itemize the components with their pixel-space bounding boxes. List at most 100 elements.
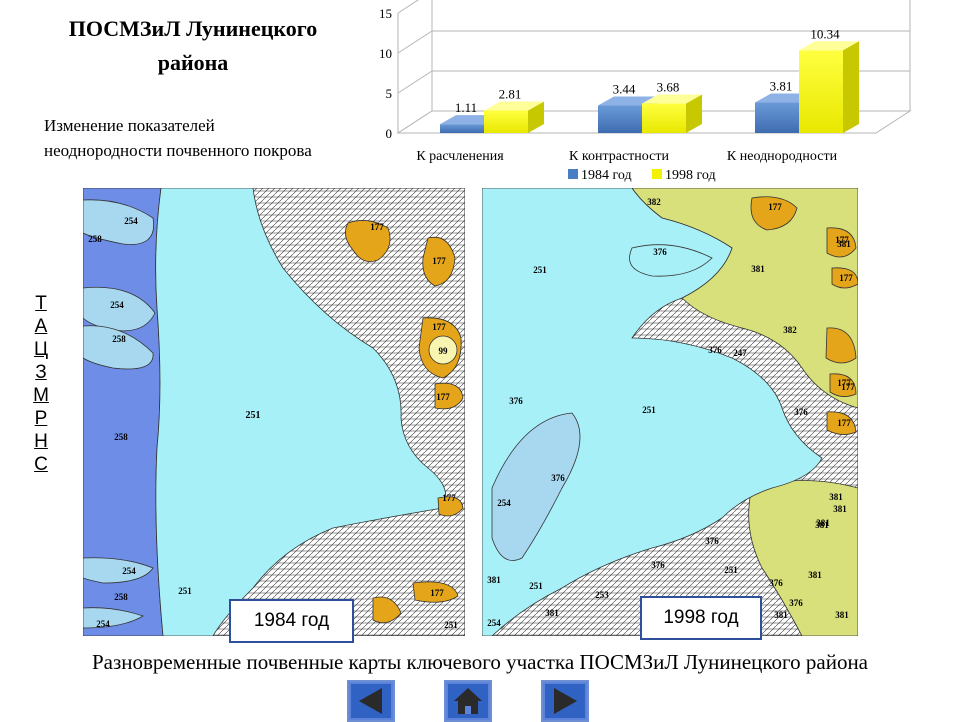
soil-code-label: 258: [114, 592, 128, 602]
soil-code-label: 251: [529, 581, 543, 591]
soil-code-label: 258: [114, 432, 128, 442]
category-label: К расчленения: [416, 149, 504, 164]
bar-front: [755, 102, 799, 133]
category-label: К неоднородности: [727, 149, 838, 164]
soil-code-label: 177: [442, 493, 456, 503]
arrow-right-icon: [554, 688, 577, 714]
soil-code-label: 381: [545, 608, 559, 618]
soil-code-label: 177: [835, 235, 849, 245]
soil-code-label: 258: [112, 334, 126, 344]
soil-code-label: 376: [769, 578, 783, 588]
y-tick-label: 10: [379, 46, 392, 61]
soil-code-label: 376: [551, 473, 565, 483]
soil-code-label: 177: [839, 273, 853, 283]
soil-code-label: 251: [724, 565, 738, 575]
soil-code-label: 381: [833, 504, 847, 514]
bar-top: [484, 101, 544, 111]
side-link-a[interactable]: А: [34, 316, 48, 337]
soil-code-label: 254: [110, 300, 124, 310]
soil-code-label: 376: [708, 345, 722, 355]
bar-front: [598, 105, 642, 133]
soil-code-label: 247: [733, 348, 747, 358]
map-label-1998: 1998 год: [640, 596, 762, 640]
soil-code-label: 177: [837, 418, 851, 428]
bar-front: [440, 124, 484, 133]
soil-code-label: 253: [595, 590, 609, 600]
next-slide-button[interactable]: [541, 680, 589, 722]
soil-code-label: 381: [751, 264, 765, 274]
soil-code-label: 376: [794, 407, 808, 417]
legend-swatch: [568, 169, 578, 179]
bar-front: [484, 110, 528, 133]
soil-code-label: 381: [774, 610, 788, 620]
bar-side: [686, 94, 702, 133]
soil-code-label: 376: [651, 560, 665, 570]
legend-entry: 1998 год: [665, 168, 716, 183]
arrow-left-icon: [359, 688, 382, 714]
home-button[interactable]: [444, 680, 492, 722]
soil-code-label: 254: [96, 619, 110, 629]
soil-code-label: 251: [246, 410, 261, 421]
y-tick-label: 5: [386, 86, 393, 101]
soil-code-label: 254: [122, 566, 136, 576]
data-label: 1.11: [455, 100, 477, 115]
soil-code-label: 254: [497, 498, 511, 508]
side-link-t[interactable]: Т: [35, 293, 47, 314]
map-label-1984: 1984 год: [229, 599, 354, 643]
bar-side: [528, 101, 544, 133]
soil-code-label: 381: [815, 520, 829, 530]
slide-title: ПОСМЗиЛ Лунинецкого района: [28, 12, 358, 80]
chart-bars: [440, 41, 859, 133]
soil-code-label: 177: [436, 392, 450, 402]
soil-code-label: 376: [705, 536, 719, 546]
soil-code-label: 381: [808, 570, 822, 580]
bar-front: [799, 50, 843, 133]
side-link-r[interactable]: Р: [34, 408, 48, 429]
soil-map-1984: 2542582542582582542582542512513751771771…: [83, 188, 465, 636]
side-link-m[interactable]: М: [33, 385, 49, 406]
prev-slide-button[interactable]: [347, 680, 395, 722]
home-icon: [454, 688, 482, 714]
soil-map-1984-codes: 2542582542582582542582542512513751771771…: [88, 216, 458, 630]
slide-title-line-2: района: [157, 50, 229, 75]
side-link-n[interactable]: Н: [34, 431, 48, 452]
soil-code-label: 254: [124, 216, 138, 226]
soil-code-label: 177: [432, 256, 446, 266]
chart-data-labels: 1.11 3.44 3.81 2.81 3.68 10.34: [455, 26, 840, 115]
soil-code-label: 382: [783, 325, 797, 335]
soil-code-label: 376: [509, 396, 523, 406]
y-tick-label: 0: [386, 126, 393, 141]
y-tick-label: 15: [379, 6, 392, 21]
legend-swatch: [652, 169, 662, 179]
chart-description: Изменение показателей неоднородности поч…: [44, 113, 389, 163]
gridline-side: [397, 0, 420, 14]
side-link-s[interactable]: С: [34, 454, 48, 475]
chart-description-line-1: Изменение показателей: [44, 116, 215, 135]
heterogeneity-bar-chart: 0 5 10 15 1.11 3.44 3.81 2.81 3.68 10.34 К расчл…: [379, 0, 912, 183]
soil-code-label: 381: [837, 239, 851, 249]
soil-code-label: 177: [430, 588, 444, 598]
gridline-side: [397, 70, 433, 94]
chart-description-line-2: неоднородности почвенного покрова: [44, 141, 312, 160]
soil-code-label: 376: [653, 247, 667, 257]
side-link-ts[interactable]: Ц: [33, 339, 49, 360]
soil-code-label: 251: [642, 405, 656, 415]
soil-code-label: 381: [487, 575, 501, 585]
soil-code-label: 381: [829, 492, 843, 502]
soil-code-label: 376: [789, 598, 803, 608]
chart-legend: 1984 год 1998 год: [568, 168, 716, 183]
data-label: 3.68: [657, 80, 680, 95]
bar-top: [642, 94, 702, 104]
gridline-side: [397, 30, 433, 54]
soil-code-label: 251: [533, 265, 547, 275]
soil-code-label: 177: [432, 322, 446, 332]
slide-title-line-1: ПОСМЗиЛ Лунинецкого: [68, 16, 318, 41]
bar-side: [843, 41, 859, 133]
side-link-z[interactable]: З: [35, 362, 47, 383]
chart-category-labels: К расчленения К контрастности К неоднородн…: [416, 149, 837, 164]
soil-code-label: 382: [647, 197, 661, 207]
bar-top: [799, 41, 859, 51]
soil-code-label: 99: [439, 346, 449, 356]
